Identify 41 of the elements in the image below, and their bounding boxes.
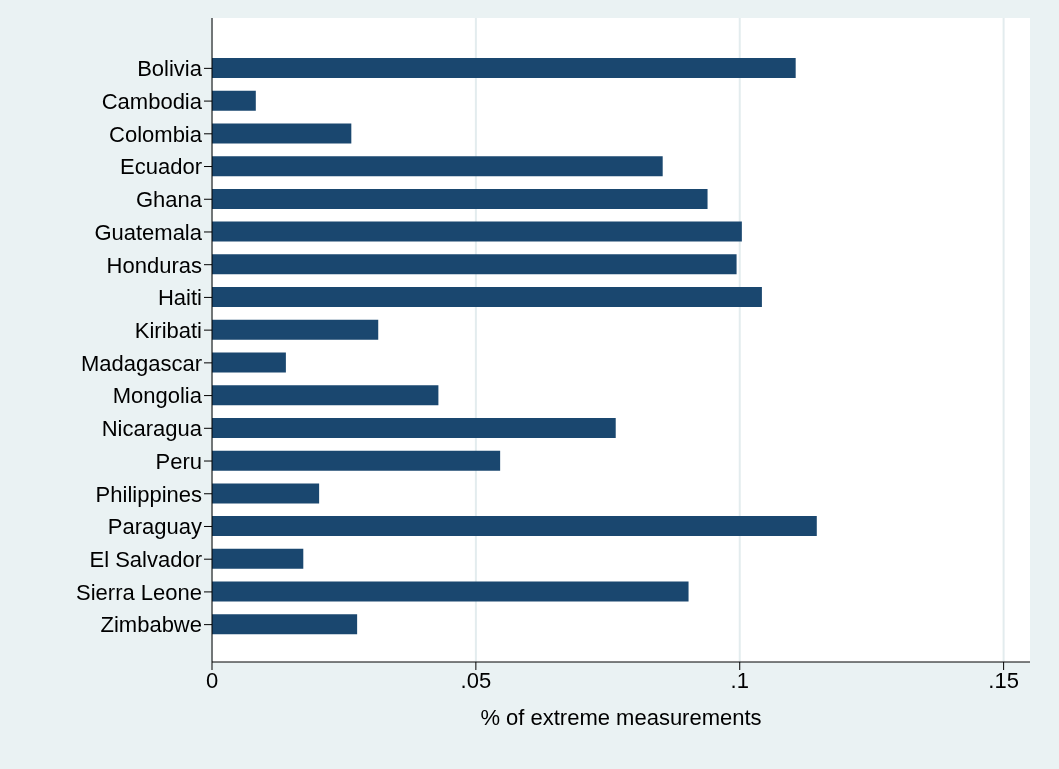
y-tick-label: Philippines [95,481,202,507]
bar [212,614,358,635]
y-tick-label: Mongolia [112,383,203,409]
y-tick-label: Bolivia [137,56,203,82]
bar [212,516,817,537]
y-tick-label: Cambodia [101,88,203,114]
bar [212,123,352,144]
x-tick-label: 0 [205,667,219,693]
bar [212,417,616,438]
x-tick-label: .05 [460,667,492,693]
bar [212,548,304,569]
y-tick-label: El Salvador [89,547,202,572]
x-tick-label: .15 [988,667,1019,693]
bar [212,319,379,340]
y-tick-label: Sierra Leone [76,579,202,605]
bar [212,287,762,308]
y-tick-label: Haiti [157,285,202,311]
bar [212,483,320,504]
y-tick-label: Kiribati [134,317,202,343]
y-tick-label: Colombia [109,121,203,147]
bar [212,156,663,177]
y-tick-label: Ghana [135,187,203,213]
bar [212,90,256,111]
bar [212,188,708,209]
bar [212,352,286,373]
bar [212,221,742,242]
y-tick-label: Zimbabwe [100,612,202,638]
y-tick-label: Guatemala [94,219,203,245]
x-axis-title: % of extreme measurements [480,705,762,730]
bar [212,58,796,78]
bar [212,254,737,275]
y-tick-label: Paraguay [107,514,202,540]
x-tick-label: .1 [730,667,749,693]
bar [212,450,501,471]
bar [212,385,439,406]
bar [212,581,689,602]
y-tick-label: Madagascar [80,350,202,376]
y-tick-label: Ecuador [120,154,202,180]
y-tick-label: Nicaragua [101,416,203,442]
y-tick-label: Peru [155,448,202,474]
y-tick-label: Honduras [106,252,202,278]
